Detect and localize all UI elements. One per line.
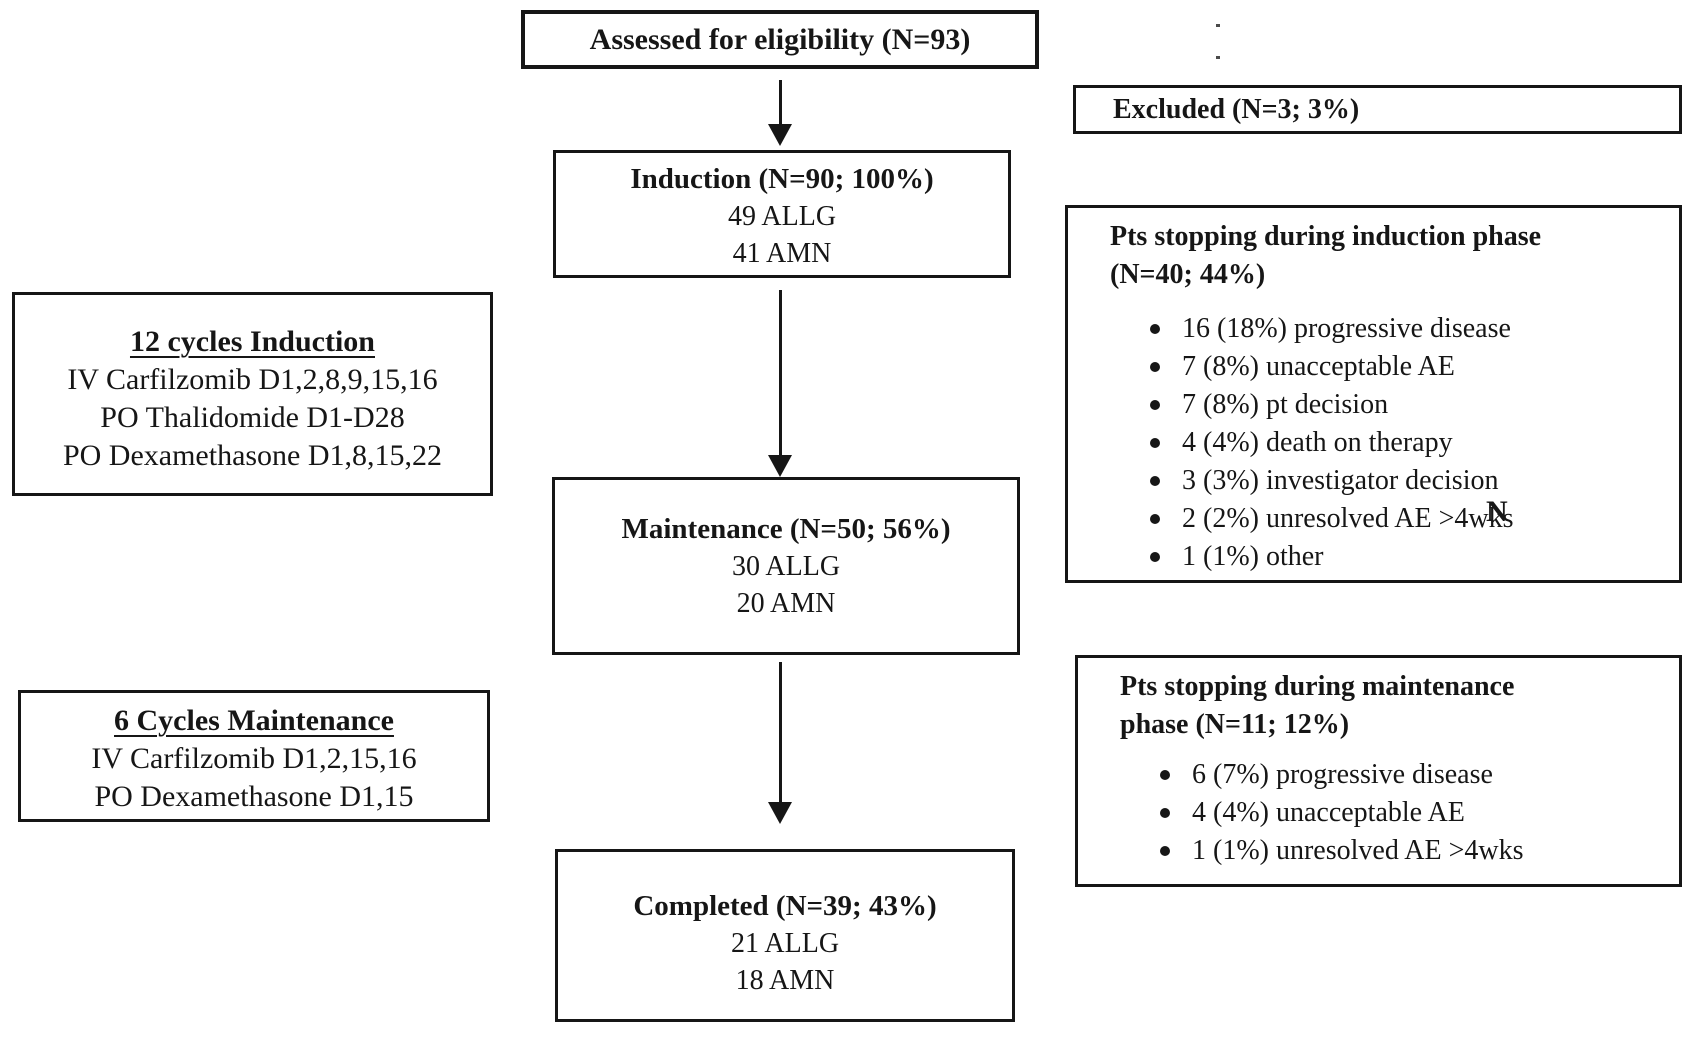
list-item: 4 (4%) unacceptable AE <box>1148 794 1659 832</box>
assessed-box: Assessed for eligibility (N=93) <box>521 10 1039 69</box>
excluded-box: Excluded (N=3; 3%) <box>1073 85 1682 134</box>
induction-regimen-box: 12 cycles Induction IV Carfilzomib D1,2,… <box>12 292 493 496</box>
list-item-text: 4 (4%) unacceptable AE <box>1192 797 1465 828</box>
completed-allg-count: 21 ALLG <box>730 928 840 959</box>
maintenance-regimen-box: 6 Cycles Maintenance IV Carfilzomib D1,2… <box>18 690 490 822</box>
regimen-line-carfilzomib: IV Carfilzomib D1,2,8,9,15,16 <box>67 363 438 396</box>
list-item: 2 (2%) unresolved AE >4wks N <box>1138 495 1659 538</box>
list-item: 3 (3%) investigator decision <box>1138 462 1659 500</box>
list-item-text: 7 (8%) unacceptable AE <box>1182 351 1455 382</box>
list-item: 4 (4%) death on therapy <box>1138 424 1659 462</box>
maintenance-stopping-box: Pts stopping during maintenance phase (N… <box>1075 655 1682 887</box>
list-item-text: 7 (8%) pt decision <box>1182 389 1389 420</box>
completed-amn-count: 18 AMN <box>735 965 835 996</box>
list-item: 7 (8%) pt decision <box>1138 386 1659 424</box>
completed-box: Completed (N=39; 43%) 21 ALLG 18 AMN <box>555 849 1015 1022</box>
arrow-maintenance-to-completed <box>768 662 792 824</box>
maintenance-title: Maintenance (N=50; 56%) <box>621 513 951 545</box>
maintenance-amn-count: 20 AMN <box>736 588 836 619</box>
arrow-head-icon <box>768 455 792 477</box>
speck-artifact <box>1216 24 1220 27</box>
regimen-line-dexamethasone: PO Dexamethasone D1,15 <box>94 780 414 813</box>
induction-amn-count: 41 AMN <box>732 238 832 269</box>
induction-stopping-list: 16 (18%) progressive disease 7 (8%) unac… <box>1138 310 1659 576</box>
induction-allg-count: 49 ALLG <box>727 201 837 232</box>
list-item-text: 16 (18%) progressive disease <box>1182 313 1511 344</box>
assessed-title: Assessed for eligibility (N=93) <box>589 22 971 56</box>
list-item-text: 6 (7%) progressive disease <box>1192 759 1493 790</box>
arrow-head-icon <box>768 124 792 146</box>
arrow-shaft <box>778 662 782 802</box>
induction-stopping-title-line2: (N=40; 44%) <box>1110 259 1266 290</box>
regimen-line-carfilzomib: IV Carfilzomib D1,2,15,16 <box>91 742 417 775</box>
arrow-shaft <box>778 80 782 124</box>
arrow-shaft <box>778 290 782 455</box>
regimen-line-thalidomide: PO Thalidomide D1-D28 <box>100 401 405 434</box>
induction-stopping-title-line1: Pts stopping during induction phase <box>1110 221 1542 252</box>
induction-title: Induction (N=90; 100%) <box>630 163 934 195</box>
list-item: 1 (1%) unresolved AE >4wks <box>1148 832 1659 870</box>
maintenance-stopping-title-line2: phase (N=11; 12%) <box>1120 709 1350 740</box>
maintenance-regimen-title: 6 Cycles Maintenance <box>114 704 394 737</box>
list-item-text: 1 (1%) other <box>1182 541 1324 572</box>
excluded-title: Excluded (N=3; 3%) <box>1113 93 1360 125</box>
regimen-line-dexamethasone: PO Dexamethasone D1,8,15,22 <box>62 439 443 472</box>
list-item: 7 (8%) unacceptable AE <box>1138 348 1659 386</box>
maintenance-stopping-title-line1: Pts stopping during maintenance <box>1120 671 1515 702</box>
maintenance-allg-count: 30 ALLG <box>731 551 841 582</box>
maintenance-box: Maintenance (N=50; 56%) 30 ALLG 20 AMN <box>552 477 1020 655</box>
list-item-text: 4 (4%) death on therapy <box>1182 427 1453 458</box>
induction-stopping-box: Pts stopping during induction phase (N=4… <box>1065 205 1682 583</box>
speck-artifact <box>1216 56 1220 59</box>
list-item: 1 (1%) other <box>1138 538 1659 576</box>
arrow-head-icon <box>768 802 792 824</box>
arrow-assessed-to-induction <box>768 80 792 146</box>
completed-title: Completed (N=39; 43%) <box>633 890 937 922</box>
induction-regimen-title: 12 cycles Induction <box>129 325 375 358</box>
stray-letter-artifact: N <box>1486 495 1508 528</box>
arrow-induction-to-maintenance <box>768 290 792 477</box>
list-item: 16 (18%) progressive disease <box>1138 310 1659 348</box>
maintenance-stopping-list: 6 (7%) progressive disease 4 (4%) unacce… <box>1148 756 1659 870</box>
list-item: 6 (7%) progressive disease <box>1148 756 1659 794</box>
list-item-text: 3 (3%) investigator decision <box>1182 465 1499 496</box>
list-item-text: 1 (1%) unresolved AE >4wks <box>1192 835 1524 866</box>
list-item-text: 2 (2%) unresolved AE >4wks <box>1182 503 1514 534</box>
induction-box: Induction (N=90; 100%) 49 ALLG 41 AMN <box>553 150 1011 278</box>
